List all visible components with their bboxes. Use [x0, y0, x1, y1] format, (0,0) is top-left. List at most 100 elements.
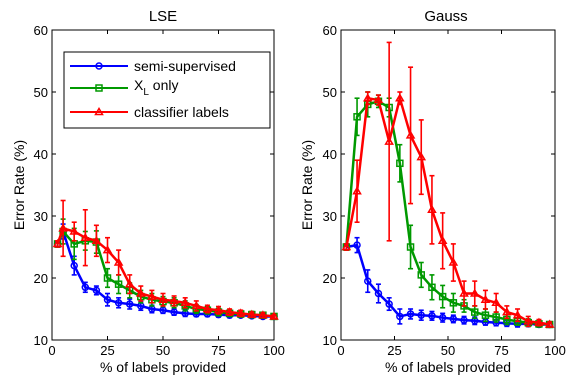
data-point: [91, 235, 102, 245]
data-point: [416, 152, 427, 161]
y-tick-label: 60: [323, 23, 337, 38]
data-point: [428, 283, 436, 292]
data-point: [80, 232, 91, 241]
data-point: [459, 288, 469, 297]
data-point: [385, 300, 393, 308]
data-point: [114, 299, 123, 307]
y-tick-label: 50: [34, 85, 48, 100]
data-point: [364, 277, 372, 285]
data-point: [81, 283, 90, 292]
subplot-lse: LSE 0 25 50 75 100 10 20 30 40 50 60 % of labels p…: [11, 8, 285, 375]
data-point: [135, 288, 146, 297]
data-point: [103, 295, 112, 304]
y-tick-label: 20: [323, 271, 337, 286]
data-point: [362, 93, 373, 102]
marks-gauss: [341, 41, 555, 329]
data-point: [69, 226, 80, 235]
x-tick-label: 75: [211, 343, 225, 358]
data-point: [438, 313, 447, 322]
data-point: [396, 312, 404, 321]
subplot-title-gauss: Gauss: [424, 8, 467, 25]
data-point: [352, 186, 362, 195]
ticks-lse: 0 25 50 75 100 10 20 30 40 50 60: [34, 23, 285, 358]
ticks-gauss: 0 25 50 75 100 10 20 30 40 50 60: [323, 23, 566, 358]
data-point: [103, 274, 112, 282]
data-point: [147, 291, 157, 300]
data-point: [427, 204, 437, 214]
data-point: [512, 310, 523, 319]
data-point: [471, 308, 479, 316]
data-point: [481, 311, 490, 319]
data-point: [158, 294, 168, 303]
data-point: [448, 257, 459, 266]
legend-item-xl-only: XL only: [70, 77, 178, 98]
legend-label-semi-supervised: semi-supervised: [134, 58, 236, 74]
data-point: [406, 310, 415, 318]
x-axis-label-gauss: % of labels provided: [385, 359, 511, 375]
data-point: [235, 308, 246, 317]
x-tick-label: 50: [156, 343, 170, 358]
x-tick-label: 100: [263, 343, 285, 358]
series-classifier-labels: [52, 199, 279, 320]
data-point: [417, 311, 425, 319]
data-point: [384, 136, 394, 145]
data-point: [492, 313, 500, 321]
data-point: [405, 130, 416, 139]
x-tick-label: 25: [100, 343, 114, 358]
data-point: [460, 316, 468, 324]
legend-item-semi-supervised: semi-supervised: [70, 58, 236, 74]
y-tick-label: 60: [34, 23, 48, 38]
data-point: [169, 295, 179, 305]
legend-label-classifier-labels: classifier labels: [134, 104, 229, 120]
data-point: [213, 305, 224, 314]
data-point: [353, 113, 361, 121]
data-point: [353, 241, 361, 249]
y-tick-label: 20: [34, 271, 48, 286]
data-point: [92, 286, 101, 295]
y-tick-label: 50: [323, 85, 337, 100]
data-point: [449, 315, 458, 323]
x-tick-label: 0: [337, 343, 344, 358]
subplot-title-lse: LSE: [149, 8, 177, 25]
data-point: [52, 238, 63, 248]
data-point: [373, 95, 384, 104]
data-point: [341, 242, 352, 251]
y-tick-label: 40: [323, 147, 337, 162]
data-point: [428, 312, 436, 320]
data-point: [224, 307, 235, 316]
data-point: [258, 310, 268, 319]
y-tick-label: 30: [34, 209, 48, 224]
plot-frame-gauss: [340, 29, 556, 341]
data-point: [113, 257, 124, 266]
legend-box: [63, 51, 271, 129]
x-tick-label: 0: [48, 343, 55, 358]
data-point: [534, 317, 544, 326]
y-tick-label: 30: [323, 209, 337, 224]
data-point: [437, 235, 448, 245]
data-point: [395, 93, 405, 102]
data-point: [102, 245, 113, 254]
y-tick-label: 40: [34, 147, 48, 162]
data-point: [124, 279, 135, 288]
data-point: [469, 288, 480, 297]
data-point: [502, 307, 512, 316]
data-point: [374, 289, 383, 298]
x-tick-label: 100: [544, 343, 566, 358]
data-point: [170, 308, 178, 316]
data-point: [114, 280, 123, 288]
x-tick-label: 50: [441, 343, 455, 358]
x-tick-label: 25: [387, 343, 401, 358]
y-axis-label-lse: Error Rate (%): [11, 140, 27, 230]
data-point: [58, 223, 68, 232]
data-point: [438, 292, 447, 301]
series-classifier-labels: [341, 41, 555, 328]
legend-item-classifier-labels: classifier labels: [70, 104, 229, 120]
legend-label-xl-only: XL only: [134, 77, 178, 98]
y-tick-label: 10: [34, 333, 48, 348]
data-point: [544, 319, 555, 328]
series-x-l-only: [342, 91, 554, 329]
data-point: [269, 311, 279, 320]
series-x-l-only: [53, 218, 278, 321]
data-point: [125, 300, 134, 308]
data-point: [406, 243, 415, 251]
